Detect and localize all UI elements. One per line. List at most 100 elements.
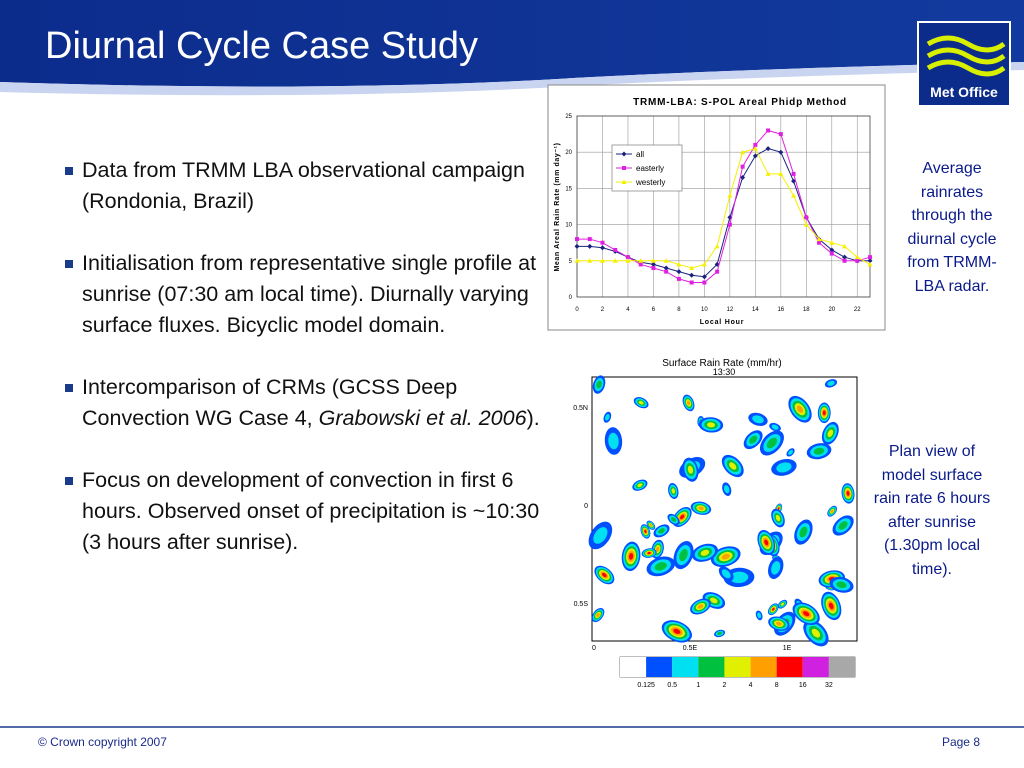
bullet: Intercomparison of CRMs (GCSS Deep Conve… <box>62 372 552 434</box>
point <box>867 261 873 267</box>
rain-cell <box>775 621 782 626</box>
x-tick-label: 6 <box>652 307 656 313</box>
x-tick-label: 18 <box>803 307 810 313</box>
bullet-text: Intercomparison of CRMs (GCSS Deep Conve… <box>82 375 458 430</box>
point <box>702 280 707 285</box>
rain-cell <box>710 597 718 604</box>
rain-cell <box>637 483 643 488</box>
point <box>574 243 580 249</box>
point <box>638 262 643 267</box>
x-tick-label: 2 <box>601 307 605 313</box>
rain-cell <box>593 527 608 544</box>
x-tick-label: 8 <box>677 307 681 313</box>
point <box>740 149 746 155</box>
colorbar-cell <box>828 657 855 677</box>
rain-cell <box>776 462 792 473</box>
point <box>829 240 835 245</box>
series-line <box>577 129 871 284</box>
point <box>587 237 592 242</box>
point <box>752 146 758 151</box>
rain-cell <box>602 572 607 578</box>
point <box>791 193 797 198</box>
rain-cell <box>605 413 610 421</box>
point <box>676 269 682 275</box>
slide-title: Diurnal Cycle Case Study <box>45 25 478 67</box>
point <box>753 142 758 147</box>
colorbar-cell <box>646 657 673 677</box>
point <box>689 272 695 278</box>
point <box>778 149 784 155</box>
rain-cell <box>838 521 848 530</box>
rain-cell <box>846 491 850 496</box>
colorbar-cell <box>672 657 699 677</box>
plan-x-label: 0.5E <box>683 645 698 652</box>
point <box>621 151 627 157</box>
rain-cell <box>649 523 653 527</box>
rain-cell <box>679 549 688 562</box>
point <box>829 251 834 256</box>
rain-cell <box>729 571 749 584</box>
rain-cell <box>647 551 651 555</box>
rain-cell <box>764 539 769 546</box>
rain-cell <box>757 612 762 619</box>
chart-caption: Average rainrates through the diurnal cy… <box>907 160 997 295</box>
rain-cell <box>687 465 694 474</box>
x-axis-label: Local Hour <box>700 319 745 326</box>
rain-cell <box>596 613 600 617</box>
footer-page: Page 8 <box>942 735 980 749</box>
bullet-text: Initialisation from representative singl… <box>82 251 537 337</box>
rain-cell <box>721 553 730 560</box>
point <box>803 222 809 227</box>
point <box>663 258 669 263</box>
rain-cell <box>775 514 781 522</box>
point <box>727 193 733 198</box>
rain-cell <box>752 415 764 424</box>
plan-frame <box>591 376 858 642</box>
rain-cell <box>766 437 778 449</box>
rain-cell <box>780 602 785 606</box>
plan-view: Surface Rain Rate (mm/hr) 13:30 0.5N 0 0.5… <box>573 358 858 689</box>
point <box>574 258 580 263</box>
point <box>740 164 745 169</box>
colorbar-label: 0.5 <box>667 682 677 689</box>
point <box>599 258 605 263</box>
plan-time: 13:30 <box>713 367 736 377</box>
header-curve <box>0 62 1024 96</box>
legend-label: easterly <box>636 164 664 173</box>
point <box>701 261 707 267</box>
point <box>778 132 783 137</box>
rain-cell <box>796 405 804 413</box>
point <box>727 222 732 227</box>
bullet-text: ). <box>526 406 540 430</box>
bullet-text: Focus on development of convection in fi… <box>82 468 540 554</box>
x-tick-label: 12 <box>727 307 734 313</box>
bullet-text: Grabowski et al. 2006 <box>318 406 527 430</box>
plan-x-label: 1E <box>783 645 792 652</box>
point <box>663 265 669 271</box>
rain-cell <box>673 628 681 634</box>
chart: TRMM-LBA: S-POL Areal Phidp Method Local… <box>547 84 886 331</box>
rain-cell <box>803 611 810 617</box>
point <box>587 258 593 263</box>
point <box>689 280 694 285</box>
colorbar-cell <box>776 657 803 677</box>
colorbar-cell <box>698 657 725 677</box>
x-tick-label: 14 <box>752 307 759 313</box>
point <box>740 175 746 181</box>
rain-cell <box>813 447 825 455</box>
y-tick-label: 10 <box>565 223 572 229</box>
colorbar-label: 0.125 <box>637 682 655 689</box>
legend-label: westerly <box>635 178 665 187</box>
bullet: Initialisation from representative singl… <box>62 248 552 341</box>
colorbar-label: 1 <box>696 682 700 689</box>
rain-cell <box>822 410 826 416</box>
point <box>829 247 835 253</box>
rain-cell <box>717 631 722 636</box>
plan-y-label: 0 <box>584 503 588 510</box>
rain-cell <box>671 488 676 494</box>
point <box>842 243 848 249</box>
chart-frame <box>547 84 886 331</box>
point <box>587 243 593 249</box>
rain-cell <box>655 546 660 552</box>
